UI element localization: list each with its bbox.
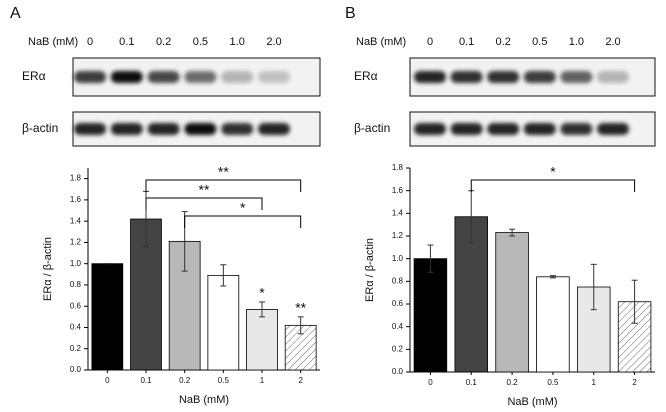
- blot-band: [258, 71, 290, 83]
- blot-band: [110, 123, 143, 135]
- y-tick-label: 1.2: [70, 238, 82, 247]
- y-tick-label: 0.8: [70, 280, 82, 289]
- y-tick-label: 1.0: [70, 259, 82, 268]
- y-tick-label: 0.6: [392, 299, 404, 308]
- x-axis-title: NaB (mM): [179, 394, 229, 406]
- y-tick-label: 1.0: [392, 254, 404, 263]
- y-tick-label: 0.0: [392, 367, 404, 376]
- y-tick-label: 1.8: [70, 174, 82, 183]
- significance-bracket: [145, 179, 302, 192]
- bar: [130, 218, 162, 371]
- blot-band: [487, 123, 520, 135]
- blot-band: [74, 71, 106, 83]
- x-tick-label: 2: [632, 378, 637, 387]
- blot-band: [184, 71, 217, 83]
- blot-band: [560, 123, 593, 135]
- x-tick-label: 2: [298, 376, 303, 385]
- star-label: *: [259, 285, 265, 301]
- lane-label: 0.5: [532, 36, 547, 48]
- y-tick-label: 0.6: [70, 301, 82, 310]
- blot-band: [184, 123, 217, 135]
- x-tick-label: 0.5: [547, 378, 559, 387]
- lane-label: 0: [87, 36, 93, 48]
- lane-label: 1.0: [230, 36, 245, 48]
- blot-band: [450, 71, 483, 83]
- bar: [246, 308, 278, 371]
- lane-label: 0.5: [193, 36, 208, 48]
- blot-row-label: ERα: [354, 69, 378, 83]
- lane-label: 2.0: [266, 36, 281, 48]
- blot-band: [414, 71, 446, 83]
- blot-band: [450, 123, 483, 135]
- y-tick-label: 1.8: [392, 163, 404, 172]
- blot-band: [221, 71, 254, 83]
- blot-header: NaB (mM): [28, 36, 78, 48]
- x-tick-label: 0.1: [140, 376, 152, 385]
- significance-bracket: [145, 197, 263, 210]
- blot-band: [560, 71, 593, 83]
- y-tick-label: 1.6: [70, 195, 82, 204]
- blot-band: [221, 123, 254, 135]
- lane-label: 1.0: [569, 36, 584, 48]
- y-tick-label: 0.4: [70, 323, 82, 332]
- y-axis-title: ERα / β-actin: [42, 237, 54, 301]
- blot-band: [147, 123, 180, 135]
- star-label: **: [295, 300, 306, 316]
- x-tick-label: 0.5: [218, 376, 230, 385]
- y-tick-label: 1.6: [392, 186, 404, 195]
- blot-band: [597, 123, 629, 135]
- blot-band: [74, 123, 106, 135]
- panel-letter: A: [10, 5, 21, 22]
- significance-label: **: [199, 182, 210, 198]
- y-tick-label: 1.4: [70, 216, 82, 225]
- x-tick-label: 0: [105, 376, 110, 385]
- y-tick-label: 1.4: [392, 208, 404, 217]
- blot-band: [523, 71, 556, 83]
- bar: [536, 276, 570, 373]
- significance-bracket: [470, 179, 636, 192]
- significance-label: *: [550, 164, 556, 180]
- lane-label: 0.2: [156, 36, 171, 48]
- y-tick-label: 0.0: [70, 365, 82, 374]
- significance-label: **: [218, 164, 229, 180]
- y-tick-label: 0.2: [392, 344, 404, 353]
- bar: [168, 240, 201, 371]
- blot-band: [258, 123, 290, 135]
- blot-band: [414, 123, 446, 135]
- y-tick-label: 0.4: [392, 322, 404, 331]
- x-tick-label: 1: [592, 378, 597, 387]
- lane-label: 0.1: [459, 36, 474, 48]
- y-tick-label: 0.8: [392, 276, 404, 285]
- bar: [207, 274, 240, 371]
- blot-row-label: β-actin: [354, 121, 390, 135]
- panel-letter: B: [345, 5, 356, 22]
- lane-label: 0.2: [496, 36, 511, 48]
- bar: [91, 263, 124, 371]
- y-axis-title: ERα / β-actin: [364, 238, 376, 302]
- bar: [413, 258, 448, 373]
- blot-band: [597, 71, 629, 83]
- significance-bracket: [184, 215, 302, 228]
- x-axis-title: NaB (mM): [507, 396, 557, 408]
- lane-label: 0: [427, 36, 433, 48]
- blot-row-label: ERα: [22, 69, 46, 83]
- bar: [495, 232, 529, 373]
- lane-label: 2.0: [605, 36, 620, 48]
- blot-band: [147, 71, 180, 83]
- lane-label: 0.1: [119, 36, 134, 48]
- blot-band: [110, 71, 143, 83]
- y-tick-label: 0.2: [70, 344, 82, 353]
- blot-row-label: β-actin: [22, 121, 58, 135]
- x-tick-label: 0.2: [507, 378, 519, 387]
- significance-label: *: [240, 200, 246, 216]
- x-tick-label: 0: [428, 378, 433, 387]
- x-tick-label: 1: [260, 376, 265, 385]
- blot-band: [523, 123, 556, 135]
- blot-band: [487, 71, 520, 83]
- x-tick-label: 0.2: [179, 376, 191, 385]
- y-tick-label: 1.2: [392, 231, 404, 240]
- x-tick-label: 0.1: [466, 378, 478, 387]
- blot-header: NaB (mM): [356, 36, 406, 48]
